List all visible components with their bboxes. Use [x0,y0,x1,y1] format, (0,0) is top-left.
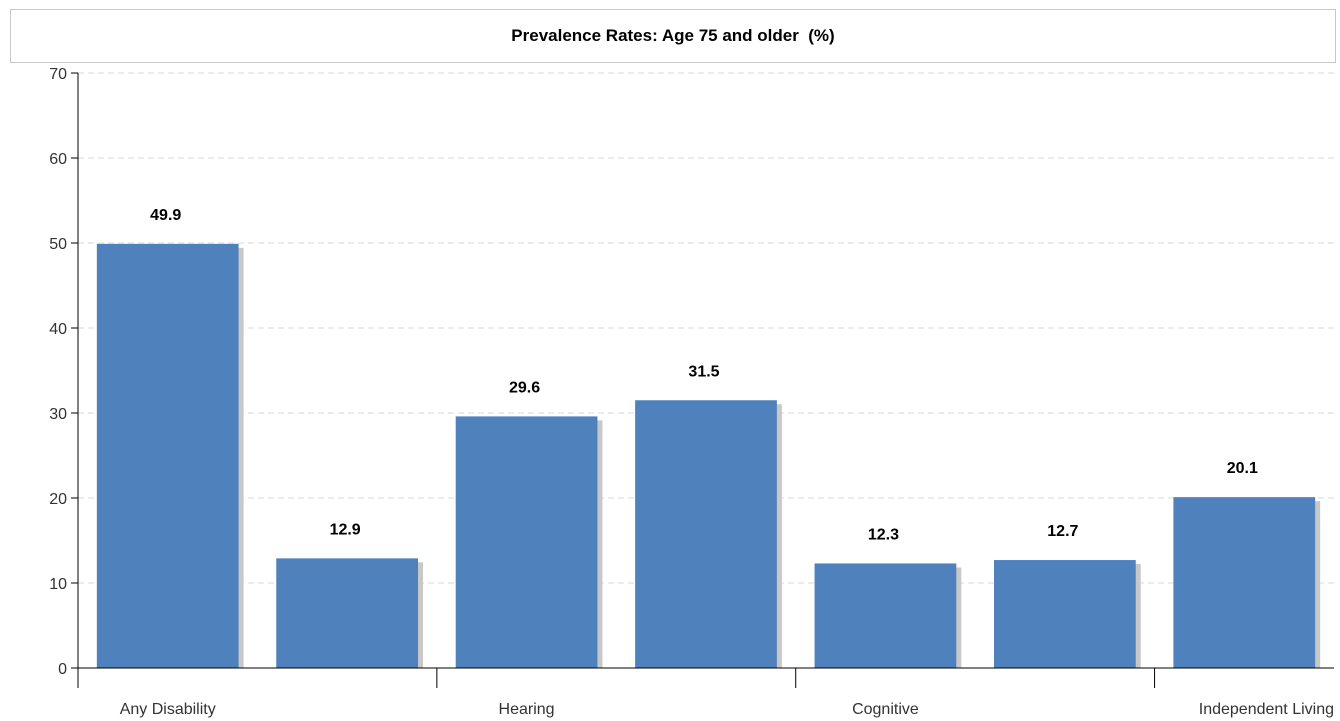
x-tick-label: Cognitive [852,701,919,718]
y-tick-label: 20 [49,491,67,508]
bar [276,558,419,668]
y-axis-ticks: 0 10 20 30 40 50 60 70 [49,66,78,678]
bar [635,400,777,668]
x-axis-ticks: Any Disability Hearing Cognitive Independen… [120,668,1334,718]
x-tick-label: Any Disability [120,701,216,718]
bar [1173,497,1316,668]
data-labels: 49.9 12.9 29.6 31.5 12.3 12.7 20.1 [150,207,1258,544]
data-label: 49.9 [150,207,181,224]
y-tick-label: 60 [49,151,67,168]
bar [96,243,239,668]
y-tick-label: 0 [58,661,67,678]
bar [814,563,957,668]
data-label: 29.6 [509,379,540,396]
y-tick-label: 50 [49,236,67,253]
x-tick-label: Hearing [499,701,555,718]
y-tick-label: 40 [49,321,67,338]
data-label: 12.7 [1047,523,1078,540]
y-tick-label: 10 [49,576,67,593]
data-label: 12.9 [330,521,361,538]
bar [455,416,598,668]
y-tick-label: 30 [49,406,67,423]
chart-title: Prevalence Rates: Age 75 and older (%) [10,9,1336,63]
data-label: 20.1 [1227,460,1258,477]
data-label: 31.5 [688,363,719,380]
axes [77,73,1334,688]
bar [993,560,1136,668]
y-tick-label: 70 [49,66,67,83]
bars [96,243,1316,668]
data-label: 12.3 [868,526,899,543]
x-tick-label: Independent Living [1199,701,1334,718]
